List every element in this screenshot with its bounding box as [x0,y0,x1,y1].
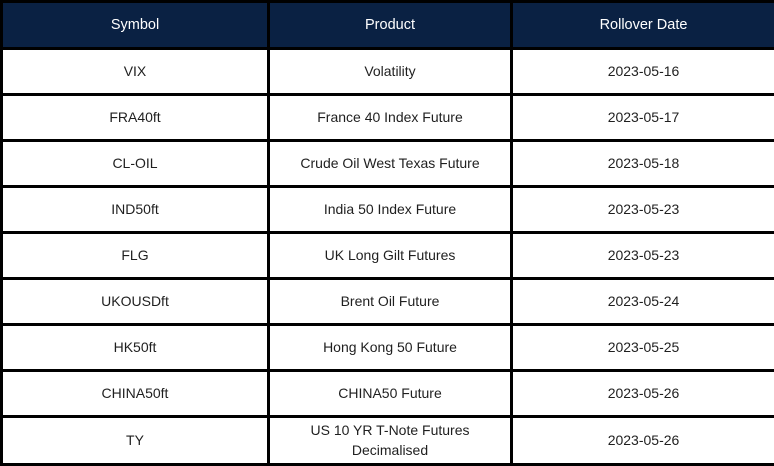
product-cell: France 40 Index Future [269,95,512,141]
rollover_date-cell: 2023-05-17 [512,95,774,141]
rollover_date-cell: 2023-05-24 [512,279,774,325]
table-header: Symbol Product Rollover Date [2,2,774,49]
rollover_date-cell: 2023-05-23 [512,233,774,279]
symbol-cell: CL-OIL [2,141,269,187]
symbol-cell: UKOUSDft [2,279,269,325]
rollover_date-cell: 2023-05-23 [512,187,774,233]
symbol-cell: TY [2,417,269,465]
symbol-cell: IND50ft [2,187,269,233]
product-cell: US 10 YR T-Note Futures Decimalised [269,417,512,465]
symbol-cell: CHINA50ft [2,371,269,417]
product-cell: Crude Oil West Texas Future [269,141,512,187]
column-header-symbol: Symbol [2,2,269,49]
header-row: Symbol Product Rollover Date [2,2,774,49]
product-cell: UK Long Gilt Futures [269,233,512,279]
symbol-cell: FLG [2,233,269,279]
product-cell: India 50 Index Future [269,187,512,233]
column-header-rollover-date: Rollover Date [512,2,774,49]
symbol-cell: FRA40ft [2,95,269,141]
symbol-cell: VIX [2,49,269,95]
product-cell: CHINA50 Future [269,371,512,417]
rollover_date-cell: 2023-05-18 [512,141,774,187]
product-cell: Volatility [269,49,512,95]
rollover_date-cell: 2023-05-26 [512,371,774,417]
symbol-cell: HK50ft [2,325,269,371]
product-cell: Hong Kong 50 Future [269,325,512,371]
product-cell: Brent Oil Future [269,279,512,325]
rollover_date-cell: 2023-05-25 [512,325,774,371]
column-header-product: Product [269,2,512,49]
rollover_date-cell: 2023-05-26 [512,417,774,465]
rollover_date-cell: 2023-05-16 [512,49,774,95]
